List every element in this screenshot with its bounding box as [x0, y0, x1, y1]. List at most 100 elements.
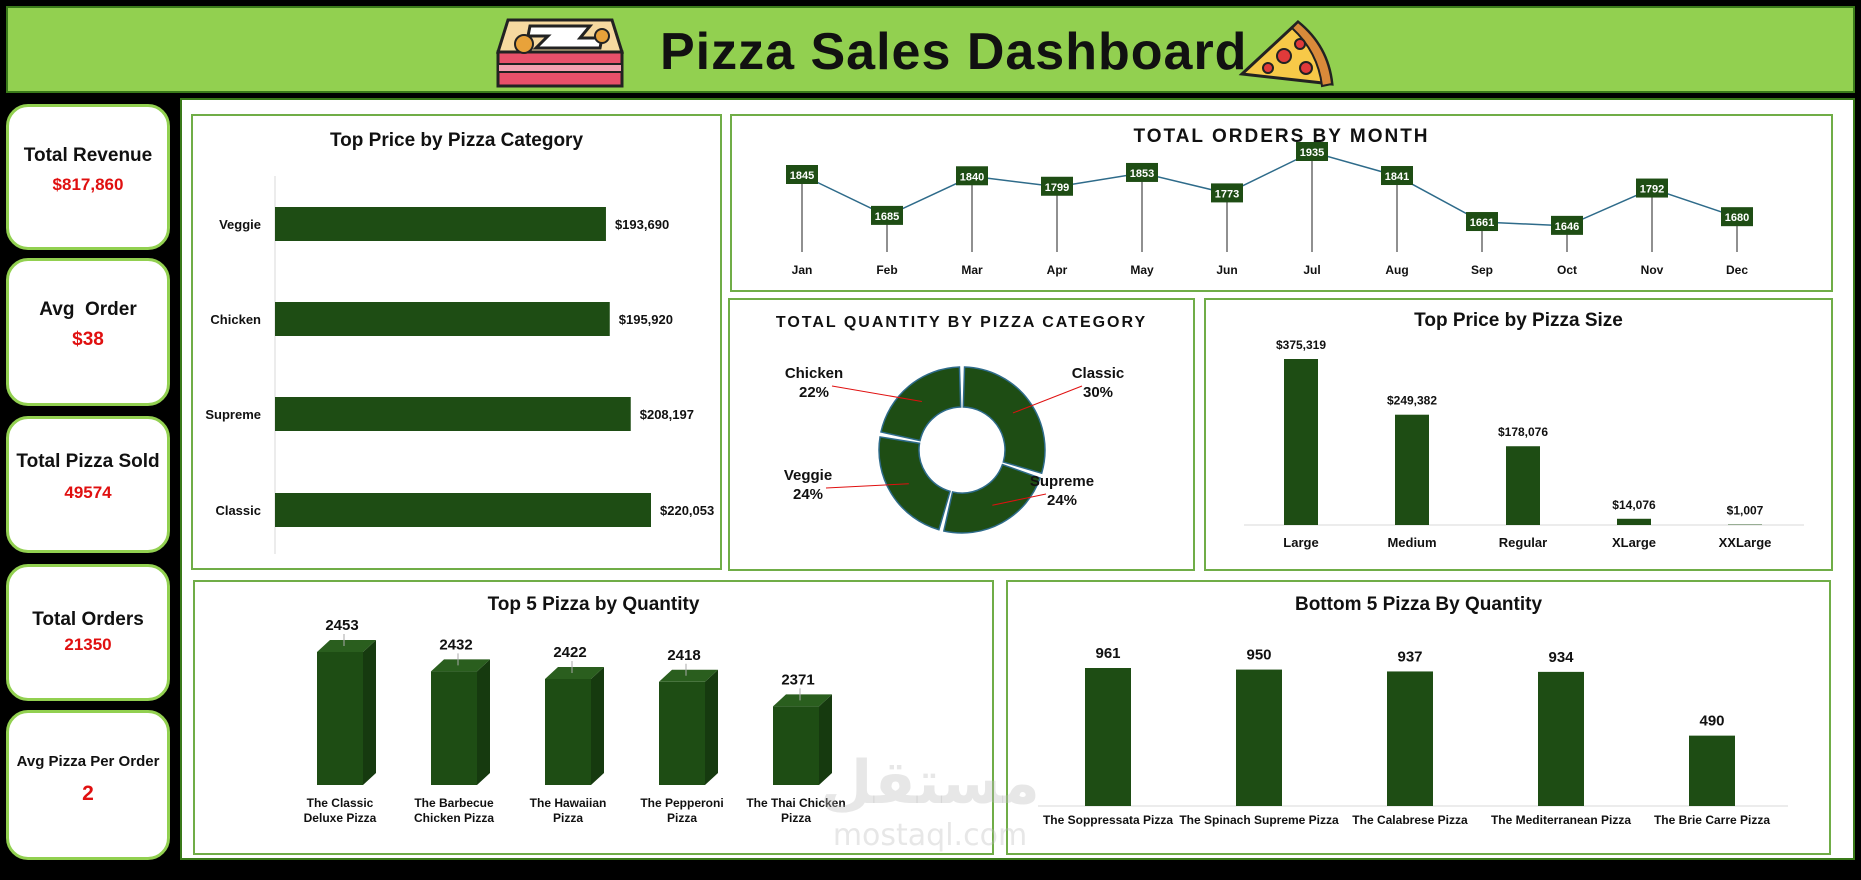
bar — [773, 706, 819, 785]
kpi-value: 2 — [82, 782, 94, 805]
bar — [275, 207, 606, 241]
bar — [1506, 446, 1540, 525]
category-label: Chicken — [785, 365, 843, 382]
bar — [1617, 518, 1651, 525]
leader-line — [825, 483, 909, 489]
data-label: $249,382 — [1387, 394, 1437, 408]
category-label: Chicken — [210, 312, 261, 327]
kpi-label: Total Pizza Sold — [16, 451, 160, 472]
data-label: 1853 — [1130, 168, 1154, 180]
bar-side — [819, 694, 832, 785]
data-label: 1792 — [1640, 184, 1664, 196]
chart-title: Bottom 5 Pizza By Quantity — [1294, 594, 1543, 615]
data-label: 22% — [799, 384, 829, 401]
kpi-avg-pizza-per-order: Avg Pizza Per Order 2 — [6, 710, 170, 860]
month-label: Oct — [1557, 263, 1577, 277]
donut-slice — [962, 366, 1046, 475]
bar-side — [477, 659, 490, 785]
bar-top — [773, 694, 832, 707]
month-label: Sep — [1471, 263, 1493, 277]
data-point — [1636, 178, 1668, 198]
category-label: Supreme — [1030, 473, 1094, 490]
data-point — [1126, 162, 1158, 182]
data-label: 30% — [1083, 384, 1113, 401]
data-point — [1381, 166, 1413, 186]
data-label: 1661 — [1470, 217, 1494, 229]
category-label: The Barbecue — [414, 796, 494, 810]
data-label: 961 — [1095, 645, 1120, 662]
month-label: Dec — [1726, 263, 1748, 277]
data-label: 24% — [1047, 492, 1077, 509]
data-point — [1211, 183, 1243, 203]
category-label: Medium — [1387, 535, 1436, 550]
panel-top-price-size: Top Price by Pizza Size $375,319 Large $24… — [1204, 298, 1833, 571]
leader-line — [831, 385, 922, 402]
pizza-slice-icon — [1238, 20, 1334, 88]
bar — [1284, 359, 1318, 525]
category-label: The Mediterranean Pizza — [1491, 813, 1631, 827]
bar-top — [545, 666, 604, 679]
bar — [545, 678, 591, 785]
data-label: 24% — [793, 486, 823, 503]
category-label: The Classic — [307, 796, 374, 810]
panel-top5-quantity: Top 5 Pizza by Quantity 2453 The Classic D… — [193, 580, 994, 855]
page-title: Pizza Sales Dashboard — [660, 23, 1248, 81]
panel-orders-by-month: TOTAL ORDERS BY MONTH 1845 Jan 1685 Feb 1840… — [730, 114, 1833, 292]
category-label: XXLarge — [1719, 535, 1772, 550]
data-label: $195,920 — [619, 312, 673, 327]
chart-title: TOTAL ORDERS BY MONTH — [1133, 126, 1430, 147]
data-label: $14,076 — [1612, 498, 1656, 512]
category-label: Veggie — [219, 217, 261, 232]
bar — [1387, 671, 1433, 806]
category-label: Deluxe Pizza — [304, 811, 377, 825]
bar — [1538, 671, 1584, 806]
pizza-box-icon — [495, 18, 625, 88]
month-label: Aug — [1385, 263, 1408, 277]
data-label: 490 — [1699, 713, 1724, 730]
bar-side — [705, 669, 718, 785]
category-label: Veggie — [784, 467, 832, 484]
kpi-value: 49574 — [64, 483, 112, 502]
data-label: 1840 — [960, 171, 984, 183]
kpi-total-orders: Total Orders 21350 — [6, 564, 170, 701]
data-label: 2371 — [781, 671, 814, 688]
month-label: Mar — [961, 263, 983, 277]
donut-slice — [942, 463, 1042, 534]
kpi-total-revenue: Total Revenue $817,860 — [6, 104, 170, 250]
data-label: 1845 — [790, 170, 814, 182]
category-label: The Calabrese Pizza — [1352, 813, 1468, 827]
donut-slice — [880, 366, 962, 442]
month-label: Nov — [1641, 263, 1664, 277]
category-label: Classic — [1072, 365, 1125, 382]
bar-top — [431, 659, 490, 672]
data-label: 1680 — [1725, 212, 1749, 224]
chart-top-price-size: $375,319 Large $249,382 Medium $178,076 Regul… — [1244, 338, 1804, 550]
month-label: Jun — [1216, 263, 1237, 277]
category-label: Supreme — [205, 407, 261, 422]
panel-top-price-category: Top Price by Pizza Category Veggie $193,6… — [191, 114, 722, 570]
data-label: $220,053 — [660, 503, 714, 518]
data-point — [1466, 212, 1498, 232]
kpi-label: Avg Pizza Per Order — [16, 753, 160, 770]
data-label: 1935 — [1300, 147, 1324, 159]
kpi-avg-order: Avg Order $38 — [6, 258, 170, 406]
data-label: $178,076 — [1498, 425, 1548, 439]
donut-slice — [878, 436, 951, 531]
data-label: 1841 — [1385, 171, 1409, 183]
bar — [1236, 669, 1282, 806]
chart-title: Top Price by Pizza Size — [1414, 310, 1623, 331]
data-label: 934 — [1548, 649, 1574, 666]
data-point — [871, 205, 903, 225]
data-label: 1773 — [1215, 188, 1239, 200]
chart-top-price-category: Veggie $193,690 Chicken $195,920 Supreme $208… — [205, 176, 714, 554]
month-label: May — [1130, 263, 1154, 277]
data-label: $1,007 — [1727, 504, 1764, 518]
category-label: Large — [1283, 535, 1318, 550]
data-label: 1646 — [1555, 221, 1579, 233]
category-label: The Pepperoni — [640, 796, 723, 810]
data-label: 2432 — [439, 636, 472, 653]
category-label: Pizza — [553, 811, 583, 825]
month-label: Apr — [1047, 263, 1068, 277]
kpi-label: Total Orders — [32, 609, 144, 630]
